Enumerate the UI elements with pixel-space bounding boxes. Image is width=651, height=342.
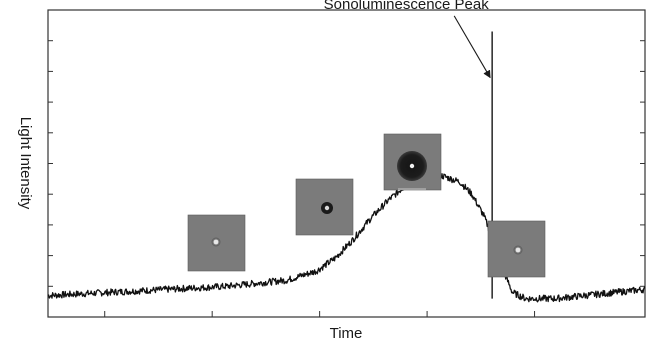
annotation-label: Sonoluminescence Peak (324, 0, 490, 13)
annotation-layer: Sonoluminescence Peak (324, 0, 491, 79)
series-layer (47, 31, 646, 303)
axis-ticks (48, 40, 645, 317)
y-axis-label: Light Intensity (17, 117, 34, 210)
bubble-frame-1 (187, 214, 246, 272)
series-signal-line (47, 171, 646, 303)
x-axis-label: Time (330, 325, 363, 342)
bubble-frame-4 (487, 220, 546, 278)
bubble-frame-3 (383, 133, 442, 191)
annotation-arrow (453, 15, 491, 79)
plot-frame (47, 9, 646, 318)
bubble-frame-2 (295, 178, 354, 236)
